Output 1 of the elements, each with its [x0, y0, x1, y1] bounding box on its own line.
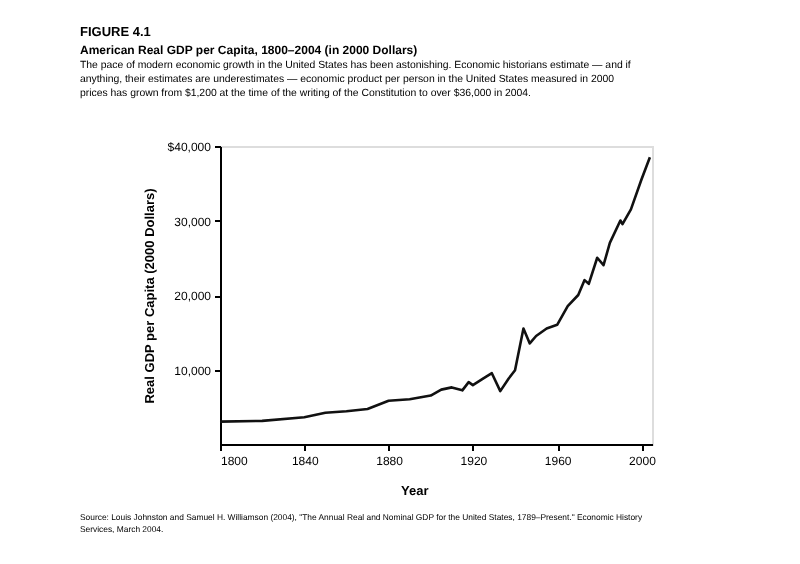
line-series	[218, 155, 652, 423]
